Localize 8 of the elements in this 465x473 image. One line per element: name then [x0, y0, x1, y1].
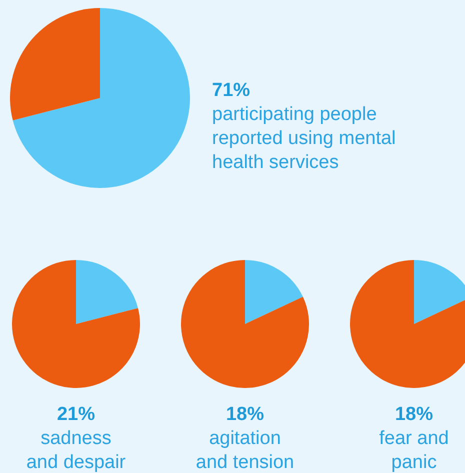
text: 21%	[56, 403, 96, 427]
text: 18%	[394, 403, 434, 427]
text: 71%	[212, 79, 252, 103]
text: 18%	[224, 403, 266, 427]
text: participating people reported using mental health services	[212, 103, 397, 175]
text: fear and panic	[378, 427, 450, 473]
text: sadness and despair	[25, 427, 127, 473]
text: agitation and tension	[194, 427, 296, 473]
